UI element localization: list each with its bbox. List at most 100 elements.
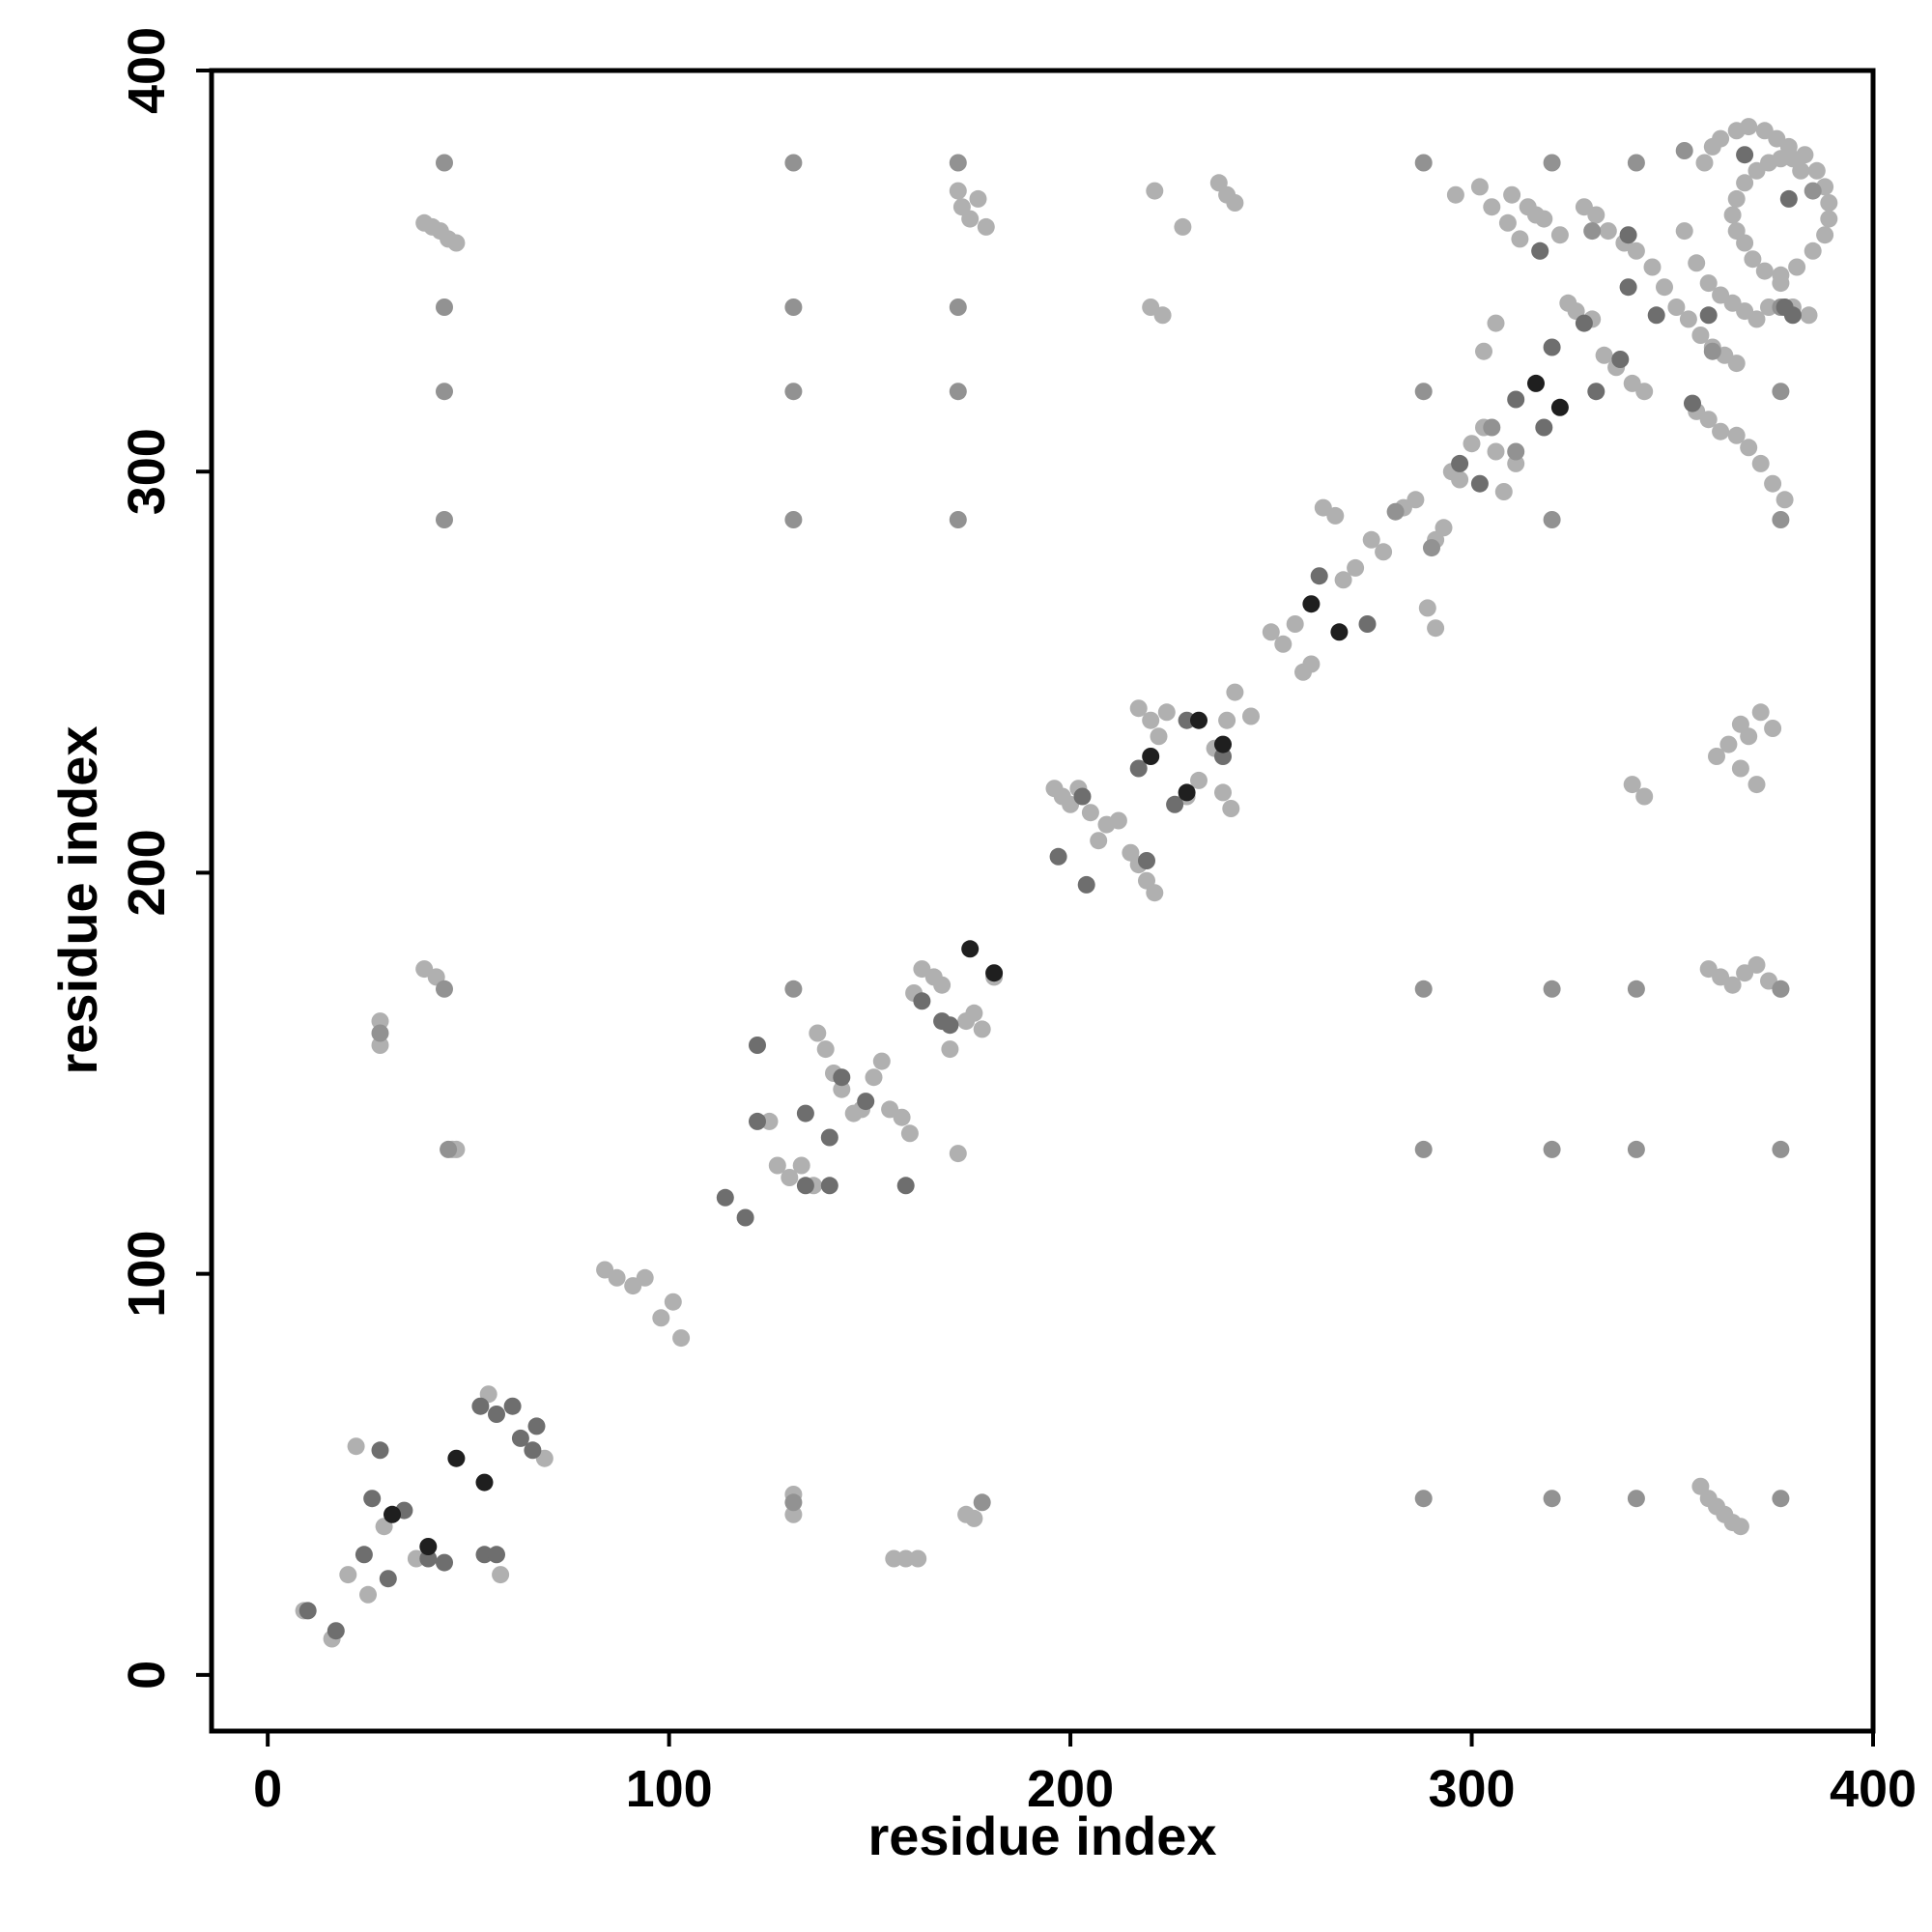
data-point: [1772, 150, 1790, 168]
data-point: [1406, 491, 1425, 509]
data-point: [1679, 310, 1697, 328]
data-point: [1274, 635, 1293, 653]
data-point: [1081, 804, 1099, 822]
data-point: [909, 1549, 927, 1568]
data-point: [1543, 154, 1561, 172]
data-point: [949, 154, 967, 172]
data-point: [1723, 976, 1742, 994]
data-point: [1507, 454, 1525, 472]
data-point: [1760, 298, 1777, 316]
data-point: [1138, 852, 1155, 869]
data-point: [1498, 213, 1517, 232]
data-point: [1550, 226, 1569, 244]
data-point: [327, 1622, 345, 1640]
data-point: [1699, 274, 1718, 293]
data-point: [784, 1493, 803, 1512]
data-point: [857, 1093, 875, 1111]
data-point: [1470, 178, 1489, 196]
data-point: [1772, 274, 1790, 293]
data-point: [1049, 847, 1067, 866]
data-point: [1218, 711, 1236, 729]
data-point: [1146, 182, 1164, 200]
data-point: [1820, 194, 1838, 212]
data-point: [511, 1429, 529, 1447]
data-point: [1619, 278, 1637, 297]
data-point: [1330, 623, 1349, 641]
data-point: [872, 1052, 891, 1070]
data-point: [965, 1004, 983, 1022]
data-point: [784, 298, 803, 316]
data-point: [1414, 1490, 1433, 1508]
data-point: [792, 1156, 810, 1175]
x-tick-label: 0: [253, 1760, 282, 1818]
data-point: [1483, 198, 1501, 216]
data-point: [784, 980, 803, 998]
data-point: [503, 1397, 522, 1415]
data-point: [1362, 530, 1380, 549]
data-point: [1744, 250, 1762, 269]
data-point: [608, 1268, 626, 1287]
data-point: [973, 1493, 991, 1512]
data-point: [1736, 174, 1754, 192]
x-tick-label: 100: [626, 1760, 713, 1818]
data-point: [833, 1068, 851, 1087]
data-point: [1214, 748, 1232, 765]
data-point: [784, 511, 803, 528]
data-point: [1470, 474, 1489, 493]
data-point: [760, 1112, 779, 1130]
data-point: [436, 298, 453, 316]
y-tick-label: 200: [118, 829, 176, 916]
x-tick-label: 300: [1428, 1760, 1515, 1818]
data-point: [1310, 567, 1328, 585]
data-point: [1747, 310, 1766, 328]
data-point: [1358, 615, 1377, 633]
data-point: [1656, 278, 1673, 297]
data-points: [295, 118, 1838, 1648]
data-point: [1543, 511, 1561, 528]
data-point: [1435, 519, 1453, 537]
data-point: [820, 1177, 838, 1195]
data-point: [436, 154, 453, 172]
data-point: [1776, 298, 1794, 316]
data-point: [949, 298, 967, 316]
data-point: [1627, 980, 1645, 998]
data-point: [1619, 226, 1637, 244]
data-point: [1463, 435, 1481, 453]
data-point: [784, 383, 803, 401]
data-point: [488, 1406, 505, 1423]
data-point: [941, 1016, 959, 1035]
data-point: [1772, 1140, 1790, 1158]
x-axis-title: residue index: [867, 1805, 1216, 1866]
data-point: [1731, 1518, 1749, 1536]
data-point: [1178, 711, 1196, 729]
data-point: [1575, 314, 1593, 332]
data-point: [1090, 832, 1108, 850]
data-point: [527, 1417, 546, 1435]
data-point: [355, 1546, 373, 1564]
data-point: [371, 1024, 389, 1042]
data-point: [1772, 1490, 1790, 1508]
data-point: [961, 940, 980, 958]
data-point: [1712, 422, 1730, 440]
data-point: [1727, 222, 1746, 241]
data-point: [1703, 342, 1721, 360]
data-point: [949, 511, 967, 528]
data-point: [363, 1490, 382, 1508]
data-point: [1816, 226, 1834, 244]
data-point: [1222, 800, 1240, 817]
data-point: [379, 1570, 397, 1588]
data-point: [1708, 748, 1725, 765]
data-point: [492, 1566, 510, 1584]
data-point: [784, 1505, 803, 1523]
data-point: [749, 1037, 766, 1054]
data-point: [636, 1268, 654, 1287]
data-point: [1494, 483, 1513, 500]
data-point: [820, 1128, 838, 1147]
data-point: [977, 217, 995, 236]
data-point: [1587, 206, 1605, 224]
data-point: [768, 1156, 786, 1175]
data-point: [1627, 1490, 1645, 1508]
data-point: [1077, 875, 1095, 894]
data-point: [716, 1188, 734, 1207]
